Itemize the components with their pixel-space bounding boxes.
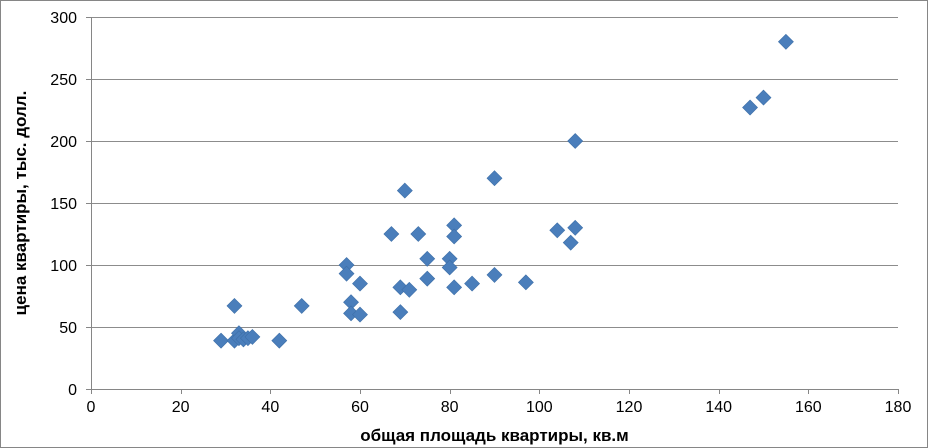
x-tick-label: 180 [885,399,912,416]
y-tick-label: 0 [68,382,77,399]
data-point [755,89,772,106]
data-point [419,250,436,267]
data-point [213,332,229,349]
data-point [410,226,427,242]
y-tick-label: 300 [50,10,77,27]
data-point [352,275,368,292]
x-tick-label: 120 [616,399,643,416]
data-point [446,279,463,296]
data-point [567,219,584,236]
data-point [441,259,458,276]
y-tick-label: 250 [50,72,77,89]
y-tick-label: 100 [50,258,77,275]
data-point [742,99,758,116]
y-tick-label: 150 [50,196,77,213]
data-point [401,281,418,298]
x-axis-title: общая площадь квартиры, кв.м [360,426,628,445]
data-point [293,297,310,314]
data-point [392,304,409,321]
data-point [244,328,261,345]
x-tick-label: 40 [261,399,279,416]
x-tick-labels: 0 20 40 60 80 100 120 140 160 180 [87,399,912,416]
data-point [352,306,368,323]
y-tick-label: 50 [59,320,77,337]
x-tick-label: 0 [87,399,96,416]
y-tick-labels: 0 50 100 150 200 250 300 [50,10,77,399]
gridlines [91,17,898,328]
data-point [486,266,503,283]
x-tick-label: 160 [795,399,822,416]
data-point [464,275,481,292]
data-point [338,265,355,282]
data-point [517,274,534,291]
x-tick-label: 20 [172,399,190,416]
x-tick-label: 140 [705,399,732,416]
data-point [549,222,566,239]
data-point [226,297,243,314]
data-point [567,133,584,149]
x-tick-label: 80 [441,399,459,416]
data-point [271,332,288,349]
data-point [486,170,503,187]
data-points [213,33,794,349]
axes [86,17,899,394]
data-point [396,182,413,199]
data-point [446,228,463,245]
data-point [777,33,794,50]
data-point [383,226,400,242]
y-axis-title: цена квартиры, тыс. долл. [11,91,30,316]
data-point [419,270,436,287]
y-tick-label: 200 [50,134,77,151]
x-tick-label: 60 [351,399,369,416]
x-tick-label: 100 [526,399,553,416]
data-point [562,234,579,251]
